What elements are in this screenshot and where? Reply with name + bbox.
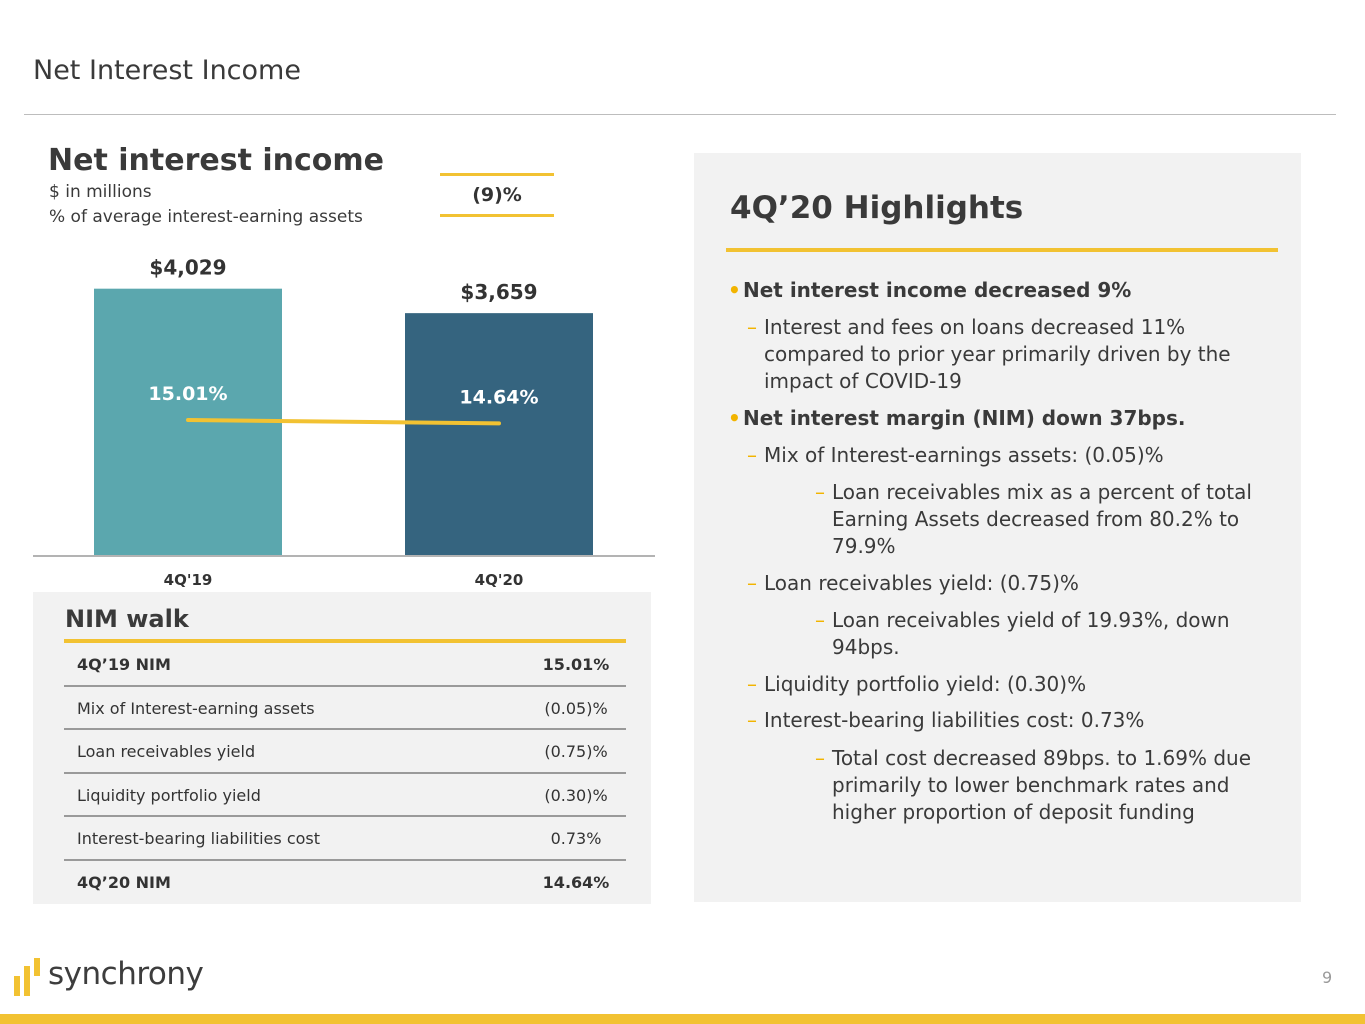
highlights-panel [694,153,1301,902]
bullet-marker: • [728,278,741,302]
net-interest-income-chart: $4,029 4Q'19 15.01% $3,659 4Q'20 14.64% [33,256,655,589]
table-row: Interest-bearing liabilities cost 0.73% [64,817,626,861]
row-value: (0.75)% [544,742,608,761]
highlights-divider [726,248,1278,252]
highlight-text: Interest-bearing liabilities cost: 0.73% [764,708,1145,732]
brand-logo-text: synchrony [48,956,204,992]
table-row: 4Q’19 NIM 15.01% [64,643,626,687]
row-label: 4Q’20 NIM [77,872,171,892]
x-tick-label: 4Q'20 [475,571,524,589]
highlight-detail: – Loan receivables yield of 19.93%, down… [815,607,1272,661]
highlights-title: 4Q’20 Highlights [730,190,1024,226]
row-value: 15.01% [542,655,610,674]
dash-marker: – [815,746,825,770]
dash-marker: – [747,315,757,339]
bar-value-label: $3,659 [460,280,537,304]
highlight-sub-bullet: – Interest and fees on loans decreased 1… [747,314,1244,395]
highlight-bullet: • Net interest income decreased 9% [728,277,1283,304]
chart-subtitle-units: $ in millions [49,182,152,202]
dash-marker: – [815,480,825,504]
row-value: (0.05)% [544,698,608,718]
dash-marker: – [747,708,757,732]
bar [405,313,593,555]
page-title: Net Interest Income [33,55,301,86]
highlight-sub-bullet: – Loan receivables yield: (0.75)% [747,570,1244,597]
dash-marker: – [747,443,757,467]
table-row: Liquidity portfolio yield (0.30)% [64,774,626,817]
table-row: 4Q’20 NIM 14.64% [64,861,626,905]
nim-point-label: 15.01% [148,383,227,405]
row-label: Mix of Interest-earning assets [77,698,315,718]
highlight-text: Net interest margin (NIM) down 37bps. [743,406,1186,430]
row-label: Liquidity portfolio yield [77,785,261,805]
highlight-text: Liquidity portfolio yield: (0.30)% [764,672,1087,696]
highlight-detail: – Total cost decreased 89bps. to 1.69% d… [815,745,1272,826]
row-value: (0.30)% [544,785,608,805]
dash-marker: – [747,672,757,696]
highlight-detail: – Loan receivables mix as a percent of t… [815,479,1272,560]
highlight-text: Total cost decreased 89bps. to 1.69% due… [832,746,1252,824]
row-value: 0.73% [550,829,602,848]
nim-line [186,418,501,426]
chart-title: Net interest income [48,143,384,178]
nim-walk-title: NIM walk [65,605,189,633]
row-label: Interest-bearing liabilities cost [77,829,321,848]
page-number: 9 [1322,968,1333,987]
row-label: 4Q’19 NIM [77,655,171,674]
highlight-text: Interest and fees on loans decreased 11%… [764,315,1231,393]
highlight-text: Mix of Interest-earnings assets: (0.05)% [764,443,1164,467]
nim-point-label: 14.64% [459,386,538,408]
dash-marker: – [747,571,757,595]
chart-subtitle-ratio: % of average interest-earning assets [49,207,363,227]
highlight-sub-bullet: – Interest-bearing liabilities cost: 0.7… [747,707,1244,734]
nim-walk-divider [64,639,626,643]
change-badge: (9)% [440,173,554,217]
row-label: Loan receivables yield [77,742,256,761]
x-tick-label: 4Q'19 [164,571,213,589]
nim-walk-panel [33,592,651,904]
footer-accent-bar [0,1014,1365,1024]
nim-walk-table: 4Q’19 NIM 15.01% Mix of Interest-earning… [64,643,626,904]
table-row: Loan receivables yield (0.75)% [64,730,626,774]
highlight-text: Loan receivables yield: (0.75)% [764,571,1079,595]
highlight-bullet: • Net interest margin (NIM) down 37bps. [728,405,1283,432]
highlight-sub-bullet: – Liquidity portfolio yield: (0.30)% [747,671,1244,698]
table-row: Mix of Interest-earning assets (0.05)% [64,687,626,730]
bullet-marker: • [728,406,741,430]
dash-marker: – [815,608,825,632]
synchrony-logo-icon [14,958,40,996]
highlight-text: Loan receivables yield of 19.93%, down 9… [832,608,1230,659]
highlight-text: Loan receivables mix as a percent of tot… [832,480,1252,558]
bar-value-label: $4,029 [149,256,226,280]
title-divider [24,114,1336,115]
row-value: 14.64% [542,872,610,892]
highlight-sub-bullet: – Mix of Interest-earnings assets: (0.05… [747,442,1244,469]
highlight-text: Net interest income decreased 9% [743,278,1132,302]
